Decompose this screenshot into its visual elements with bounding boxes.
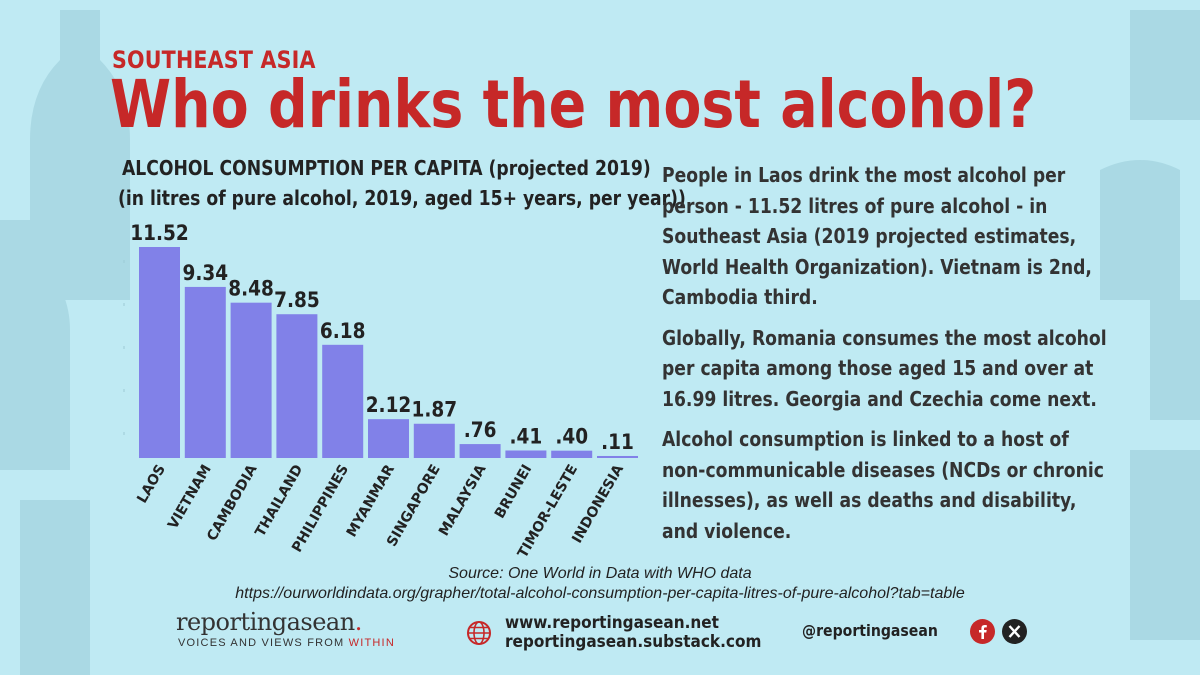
social-handle[interactable]: @reportingasean xyxy=(802,621,938,640)
category-label: LAOS xyxy=(134,462,169,506)
bar-indonesia xyxy=(597,455,638,458)
bar-philippines xyxy=(322,344,364,458)
commentary: People in Laos drink the most alcohol pe… xyxy=(662,160,1142,556)
bar-brunei xyxy=(505,450,547,458)
kicker: SOUTHEAST ASIA xyxy=(112,46,316,74)
category-label: BRUNEI xyxy=(492,462,536,521)
chart-subtitle: (in litres of pure alcohol, 2019, aged 1… xyxy=(118,186,686,210)
category-label: THAILAND xyxy=(252,462,306,540)
bar-laos xyxy=(139,247,180,458)
value-label: .41 xyxy=(510,424,543,448)
value-label: 11.52 xyxy=(130,221,188,245)
category-label: VIETNAM xyxy=(165,462,215,532)
bar-cambodia xyxy=(230,302,272,458)
paragraph-1: People in Laos drink the most alcohol pe… xyxy=(662,163,1092,309)
value-label: 7.85 xyxy=(274,288,320,312)
facebook-icon[interactable] xyxy=(970,619,995,644)
bar-vietnam xyxy=(184,286,226,458)
logo: reportingasean. xyxy=(176,608,362,636)
source-url[interactable]: https://ourworldindata.org/grapher/total… xyxy=(235,585,965,602)
bar-singapore xyxy=(413,423,455,458)
substack-link[interactable]: reportingasean.substack.com xyxy=(505,632,762,652)
chart-title: ALCOHOL CONSUMPTION PER CAPITA (projecte… xyxy=(122,156,651,180)
value-label: 2.12 xyxy=(366,393,412,417)
paragraph-2: Globally, Romania consumes the most alco… xyxy=(662,325,1107,411)
source-line: Source: One World in Data with WHO data xyxy=(448,565,752,582)
globe-icon xyxy=(467,621,491,645)
bar-thailand xyxy=(276,314,318,458)
value-label: 8.48 xyxy=(228,277,274,301)
bar-malaysia xyxy=(459,444,501,458)
tagline: VOICES AND VIEWS FROM WITHIN xyxy=(178,637,395,649)
website-link[interactable]: www.reportingasean.net xyxy=(505,613,720,633)
value-label: 1.87 xyxy=(412,398,458,422)
headline: Who drinks the most alcohol? xyxy=(110,66,1037,143)
value-label: .11 xyxy=(601,430,634,454)
value-label: 9.34 xyxy=(183,261,229,285)
value-label: .40 xyxy=(555,425,588,449)
website-links: www.reportingasean.net reportingasean.su… xyxy=(505,614,761,652)
category-label: MYANMAR xyxy=(344,462,398,540)
category-label: MALAYSIA xyxy=(436,462,490,539)
value-label: 6.18 xyxy=(320,319,366,343)
bar-timor-leste xyxy=(551,450,593,458)
paragraph-3: Alcohol consumption is linked to a host … xyxy=(662,427,1104,543)
x-icon[interactable] xyxy=(1002,619,1027,644)
bar-myanmar xyxy=(368,419,409,458)
value-label: .76 xyxy=(464,418,497,442)
